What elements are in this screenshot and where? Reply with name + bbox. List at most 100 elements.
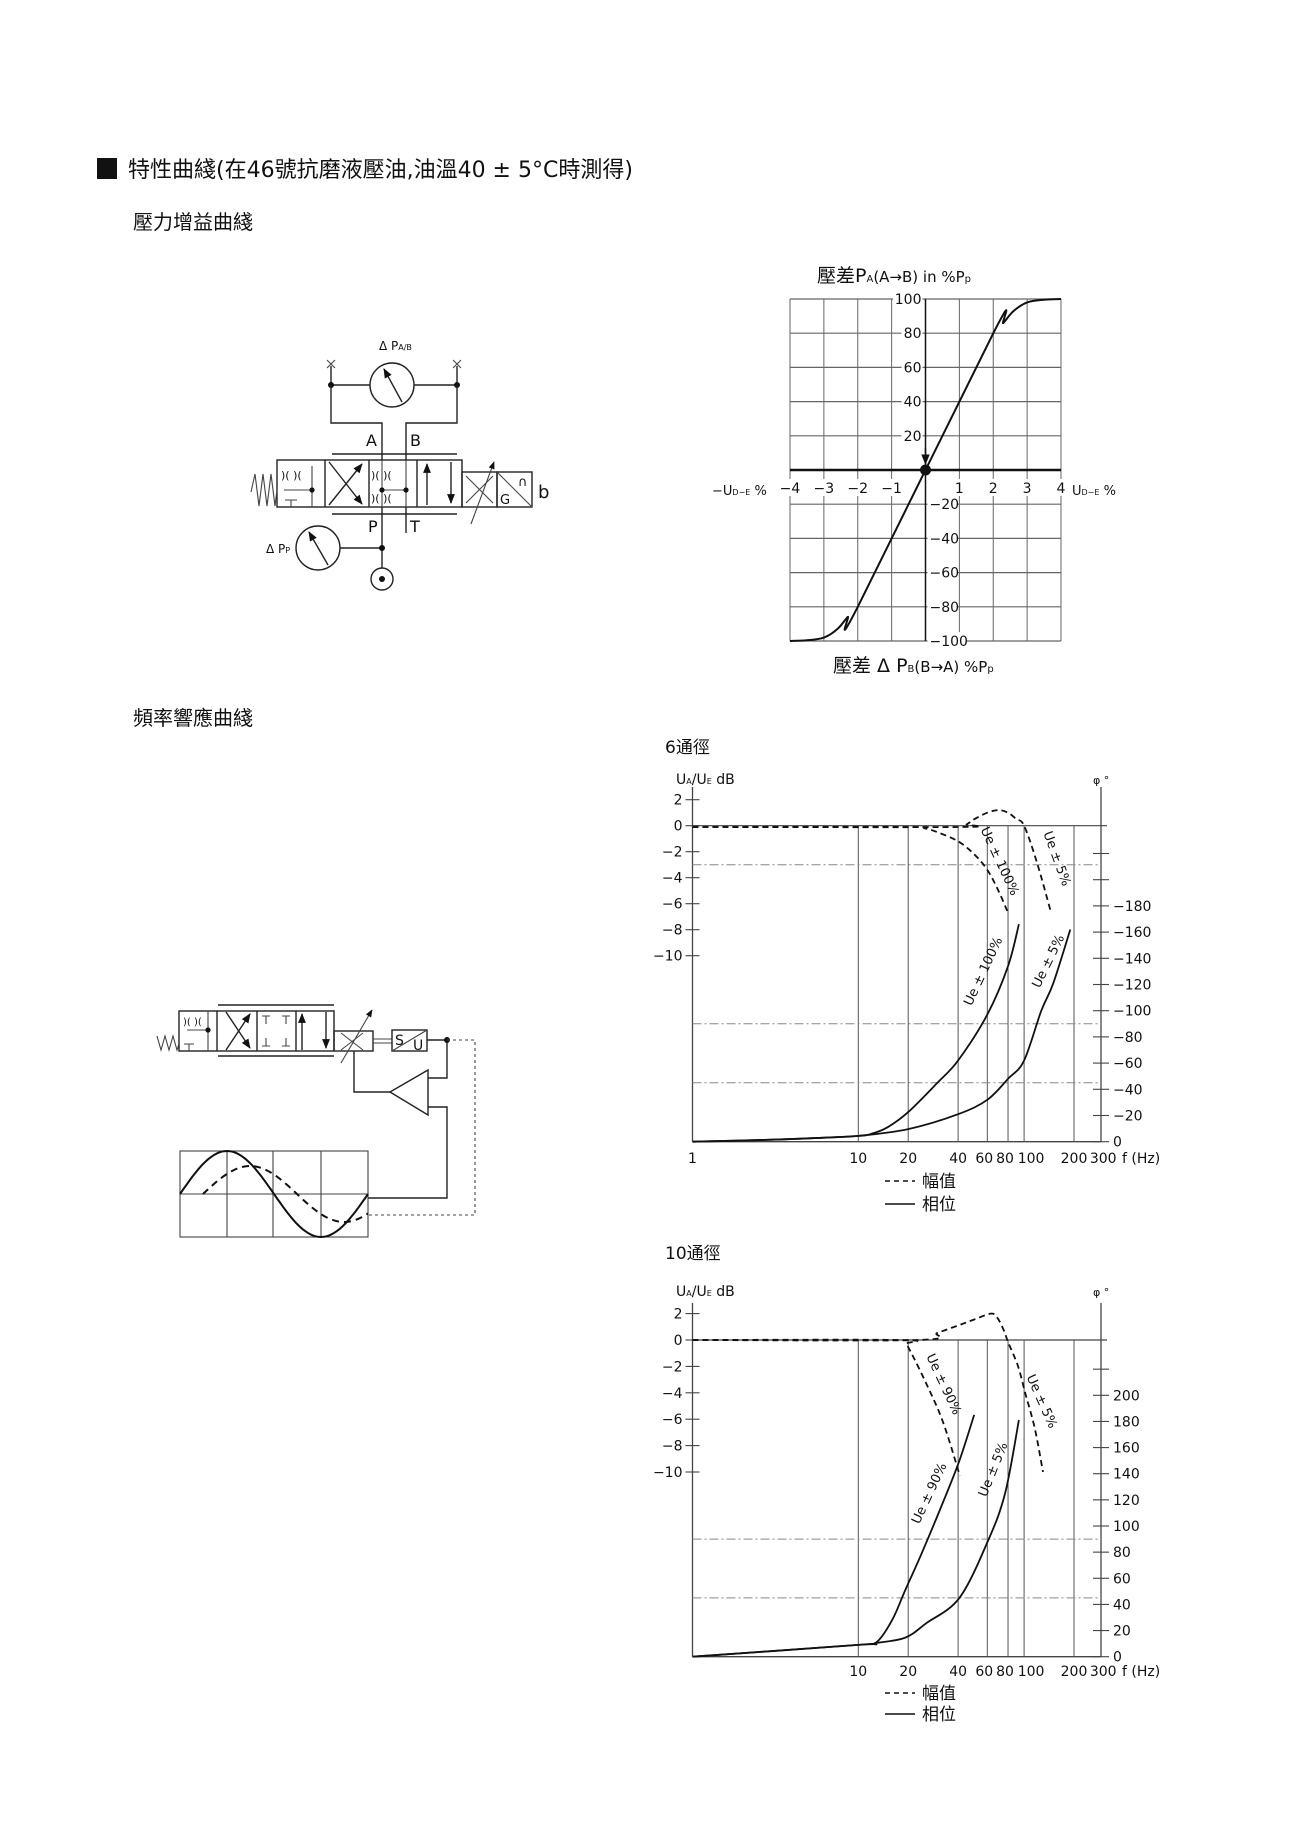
- y-tick-label: −100: [930, 634, 968, 650]
- tick-label-bg: [901, 392, 923, 411]
- legend-label: 相位: [922, 1705, 956, 1725]
- transducer-s-label: S: [395, 1033, 404, 1049]
- phase-curve: [692, 929, 1072, 1143]
- section-bullet-icon: [97, 158, 117, 179]
- tick-label-bg: [927, 529, 957, 548]
- spring-icon: [156, 1033, 180, 1053]
- svg-text:)( )(: )( )(: [281, 469, 302, 482]
- x-tick-label: −2: [847, 481, 868, 497]
- x-tick-label: 20: [899, 1151, 917, 1167]
- oscilloscope-display: [179, 1149, 369, 1239]
- transducer-u-label: U: [413, 1038, 423, 1054]
- y-right-tick-label: 120: [1113, 1493, 1140, 1509]
- tick-label-bg: [893, 290, 923, 308]
- pressure-gauge-ab-icon: [369, 362, 415, 408]
- chart-title: 10通徑: [665, 1244, 721, 1264]
- y-right-tick-label: 180: [1113, 1414, 1140, 1430]
- y-tick-label: −20: [930, 497, 960, 513]
- x-tick-label: 1: [688, 1151, 697, 1167]
- legend-label: 幅值: [922, 1172, 956, 1192]
- x-tick-label: 60: [975, 1151, 993, 1167]
- svg-text:)( )(: )( )(: [371, 469, 392, 482]
- x-tick-label: 40: [949, 1664, 967, 1680]
- gain-x-label-left: −UD−E %: [712, 484, 767, 499]
- svg-text:)( )(: )( )(: [183, 1017, 202, 1028]
- x-tick-label: 4: [1057, 481, 1066, 497]
- displacement-transducer-icon: S U: [391, 1029, 428, 1054]
- amplitude-curve: [692, 1338, 961, 1477]
- port-b-label: B: [410, 431, 421, 450]
- y-left-tick-label: −10: [653, 949, 683, 965]
- tick-label-bg: [927, 563, 957, 582]
- y-right-tick-label: 60: [1113, 1571, 1131, 1587]
- pressure-gain-chart: −4 −3 −2 −1 1 2 3 4 100 80 60 40 20 −20 −40 −60 −80 −100: [780, 290, 1069, 650]
- x-tick-label: 10: [849, 1664, 867, 1680]
- gain-x-label-right: UD−E %: [1072, 484, 1116, 499]
- axis-label-part: A: [686, 1289, 692, 1298]
- amplitude-curve: [692, 809, 1052, 911]
- axis-label-part: U: [676, 1284, 686, 1300]
- pump-icon: [370, 567, 394, 591]
- x-tick-label: 2: [989, 481, 998, 497]
- series-label: Ue ± 100%: [977, 825, 1022, 898]
- y-left-tick-label: −2: [662, 845, 683, 861]
- y-left-tick-label: −10: [653, 1465, 683, 1481]
- y-right-tick-label: 20: [1113, 1624, 1131, 1640]
- tick-label-bg: [927, 597, 957, 616]
- y-right-tick-label: −20: [1113, 1109, 1143, 1125]
- y-right-tick-label: −180: [1113, 899, 1151, 915]
- x-tick-label: 10: [849, 1151, 867, 1167]
- x-tick-label: 20: [899, 1664, 917, 1680]
- y-left-tick-label: 0: [674, 819, 683, 835]
- x-tick-label: 200: [1061, 1664, 1088, 1680]
- gain-subtitle: 壓力增益曲綫: [133, 210, 253, 234]
- legend-label: 幅值: [922, 1684, 956, 1704]
- y-right-tick-label: −100: [1113, 1004, 1151, 1020]
- y-left-tick-label: −8: [662, 923, 683, 939]
- series-label: Ue ± 90%: [909, 1461, 950, 1527]
- y-left-tick-label: −6: [662, 897, 683, 913]
- gauge-p-label: Δ PP: [266, 542, 290, 556]
- x-tick-label: 60: [975, 1664, 993, 1680]
- axis-label-part: dB: [712, 1284, 735, 1300]
- freq-subtitle: 頻率響應曲綫: [133, 706, 253, 730]
- y-right-tick-label: −80: [1113, 1030, 1143, 1046]
- series-label: Ue ± 5%: [1039, 829, 1073, 888]
- section-title: 特性曲綫(在46號抗磨液壓油,油溫40 ± 5°C時測得): [128, 158, 633, 183]
- x-tick-label: −4: [780, 481, 801, 497]
- x-tick-label: 3: [1023, 481, 1032, 497]
- x-tick-label: 80: [996, 1151, 1014, 1167]
- axis-label-part: /U: [692, 1284, 707, 1300]
- y-left-tick-label: 2: [674, 793, 683, 809]
- y-tick-label: 80: [904, 326, 922, 342]
- y-right-tick-label: −160: [1113, 925, 1151, 941]
- amplifier-icon: [388, 1068, 429, 1117]
- y-left-tick-label: 2: [674, 1307, 683, 1323]
- y-right-tick-label: 140: [1113, 1467, 1140, 1483]
- amplitude-curve: [692, 826, 1009, 914]
- y-tick-label: 40: [904, 395, 922, 411]
- tick-label-bg: [782, 479, 798, 496]
- spring-icon: [250, 473, 278, 507]
- tick-label-bg: [849, 479, 866, 496]
- port-p-label: P: [368, 517, 378, 536]
- x-tick-label: 200: [1061, 1151, 1088, 1167]
- axis-label-part: A: [686, 777, 692, 786]
- axis-label-part: E: [707, 777, 712, 786]
- x-tick-label: 100: [1018, 1664, 1045, 1680]
- output-signal-wave: [202, 1164, 369, 1224]
- x-tick-label: 300: [1090, 1151, 1117, 1167]
- gain-chart-title: 壓差PA(A→B) in %Pp: [817, 265, 971, 287]
- sensor-mark: ∩: [518, 475, 528, 490]
- y-tick-label: −40: [930, 531, 960, 547]
- tick-label-bg: [951, 479, 968, 496]
- axis-label-part: U: [676, 772, 686, 788]
- x-tick-label: 300: [1090, 1664, 1117, 1680]
- tick-label-bg: [901, 358, 923, 377]
- y-right-tick-label: 80: [1113, 1545, 1131, 1561]
- x-tick-label: 80: [996, 1664, 1014, 1680]
- x-tick-label: −1: [881, 481, 902, 497]
- pressure-gain-schematic: Δ PA/B A B )( )( )( )( )( )(: [250, 339, 549, 591]
